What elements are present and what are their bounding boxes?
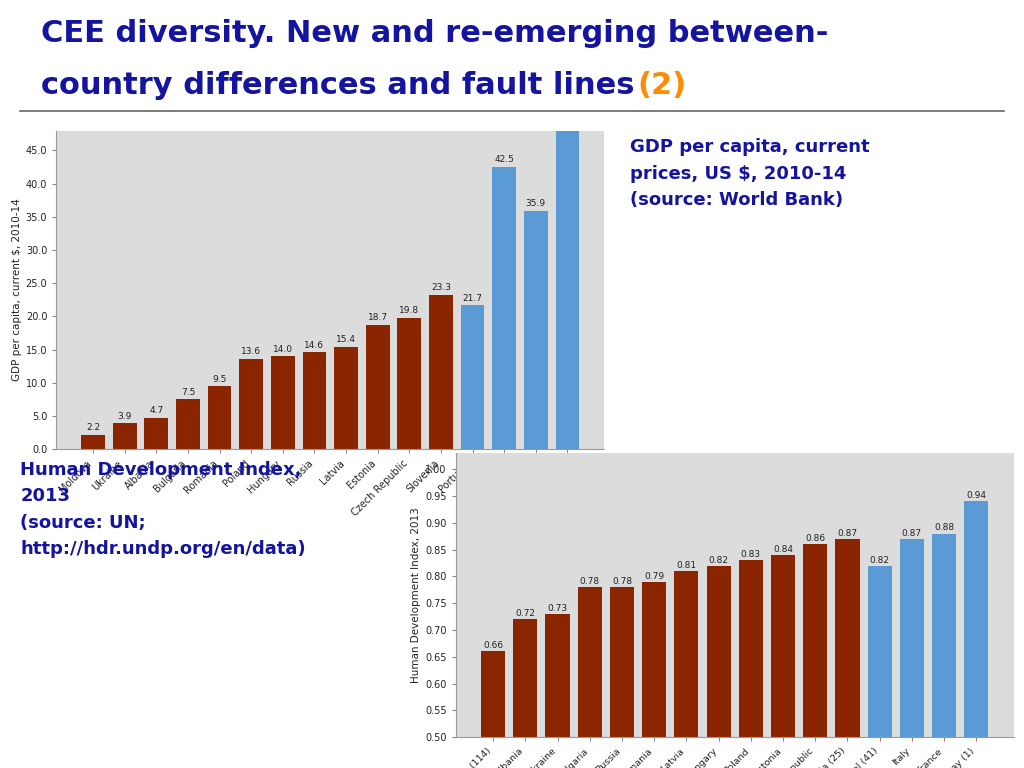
- Bar: [556, 0, 580, 449]
- Text: (2): (2): [637, 71, 686, 100]
- Text: 0.78: 0.78: [612, 577, 632, 586]
- Bar: [144, 418, 168, 449]
- Bar: [675, 571, 698, 768]
- Text: 0.82: 0.82: [869, 555, 890, 564]
- Bar: [610, 588, 634, 768]
- Text: CEE diversity. New and re-emerging between-: CEE diversity. New and re-emerging betwe…: [41, 19, 828, 48]
- Text: 0.79: 0.79: [644, 571, 665, 581]
- Text: 0.87: 0.87: [838, 529, 857, 538]
- Bar: [513, 619, 538, 768]
- Text: 0.66: 0.66: [483, 641, 503, 650]
- Text: 19.8: 19.8: [399, 306, 420, 315]
- Bar: [302, 353, 327, 449]
- Y-axis label: Human Development Index, 2013: Human Development Index, 2013: [411, 508, 421, 683]
- Text: 0.73: 0.73: [548, 604, 567, 613]
- Bar: [932, 534, 956, 768]
- Bar: [334, 347, 358, 449]
- Bar: [113, 423, 136, 449]
- Text: 35.9: 35.9: [525, 199, 546, 208]
- Text: 42.5: 42.5: [495, 155, 514, 164]
- Text: 13.6: 13.6: [241, 347, 261, 356]
- Text: 18.7: 18.7: [368, 313, 388, 323]
- Text: 2.2: 2.2: [86, 423, 100, 432]
- Bar: [240, 359, 263, 449]
- Text: 15.4: 15.4: [336, 336, 356, 344]
- Bar: [481, 651, 505, 768]
- Bar: [738, 561, 763, 768]
- Bar: [867, 566, 892, 768]
- Bar: [176, 399, 200, 449]
- Bar: [578, 588, 602, 768]
- Text: 4.7: 4.7: [150, 406, 164, 415]
- Bar: [836, 539, 859, 768]
- Bar: [771, 555, 795, 768]
- Text: 7.5: 7.5: [181, 388, 196, 397]
- Y-axis label: GDP per capita, current $, 2010-14: GDP per capita, current $, 2010-14: [11, 199, 22, 381]
- Text: 0.78: 0.78: [580, 577, 600, 586]
- Text: Human Development Index,
2013
(source: UN;
http://hdr.undp.org/en/data): Human Development Index, 2013 (source: U…: [20, 461, 306, 558]
- Text: 3.9: 3.9: [118, 412, 132, 421]
- Text: 21.7: 21.7: [463, 293, 482, 303]
- Bar: [81, 435, 104, 449]
- Text: 0.83: 0.83: [740, 551, 761, 559]
- Bar: [803, 545, 827, 768]
- Text: 0.87: 0.87: [902, 529, 922, 538]
- Bar: [271, 356, 295, 449]
- Text: 0.82: 0.82: [709, 555, 729, 564]
- Bar: [208, 386, 231, 449]
- Text: 0.94: 0.94: [967, 492, 986, 500]
- Text: 14.6: 14.6: [304, 341, 325, 349]
- Bar: [707, 566, 731, 768]
- Text: 23.3: 23.3: [431, 283, 451, 292]
- Text: 0.81: 0.81: [676, 561, 696, 570]
- Text: 0.88: 0.88: [934, 524, 954, 532]
- Text: 0.86: 0.86: [805, 535, 825, 543]
- Text: 9.5: 9.5: [212, 375, 226, 383]
- Text: 0.84: 0.84: [773, 545, 793, 554]
- Bar: [524, 211, 548, 449]
- Text: 14.0: 14.0: [272, 345, 293, 354]
- Bar: [900, 539, 924, 768]
- Bar: [493, 167, 516, 449]
- Bar: [366, 325, 389, 449]
- Text: country differences and fault lines: country differences and fault lines: [41, 71, 645, 100]
- Bar: [642, 582, 667, 768]
- Bar: [461, 305, 484, 449]
- Bar: [397, 318, 421, 449]
- Text: GDP per capita, current
prices, US $, 2010-14
(source: World Bank): GDP per capita, current prices, US $, 20…: [630, 138, 869, 209]
- Bar: [546, 614, 569, 768]
- Text: 0.72: 0.72: [515, 609, 536, 618]
- Bar: [965, 502, 988, 768]
- Bar: [429, 295, 453, 449]
